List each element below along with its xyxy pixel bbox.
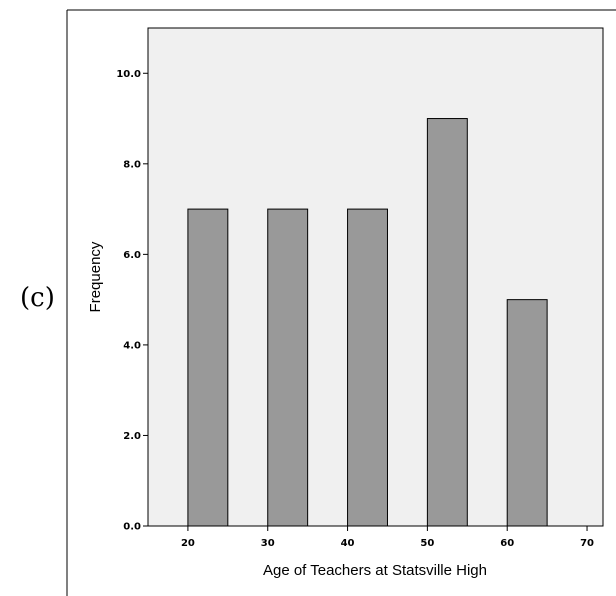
x-tick-label: 70 xyxy=(580,538,594,549)
bar-20 xyxy=(187,208,229,527)
y-tick-label: 10.0 xyxy=(116,69,141,80)
y-tick-label: 2.0 xyxy=(123,431,141,442)
bar-40 xyxy=(347,208,388,527)
x-axis-label: Age of Teachers at Statsville High xyxy=(263,562,487,579)
panel-label: (c) xyxy=(20,283,55,313)
y-axis-label: Frequency xyxy=(87,241,104,312)
x-tick-label: 50 xyxy=(420,538,434,549)
x-tick-label: 20 xyxy=(181,538,195,549)
y-tick-label: 8.0 xyxy=(123,159,141,170)
bars-layer xyxy=(187,118,548,527)
x-axis: 20 30 40 50 60 70 xyxy=(181,526,594,549)
bar-30 xyxy=(267,208,309,527)
x-tick-label: 30 xyxy=(261,538,275,549)
y-tick-label: 4.0 xyxy=(123,340,141,351)
bar-60 xyxy=(506,299,548,527)
x-tick-label: 60 xyxy=(500,538,514,549)
y-axis: 0.0 2.0 4.0 6.0 8.0 10.0 xyxy=(116,69,148,533)
x-tick-label: 40 xyxy=(341,538,355,549)
y-tick-label: 6.0 xyxy=(123,250,141,261)
bar-50 xyxy=(426,118,468,527)
y-tick-label: 0.0 xyxy=(123,522,141,533)
